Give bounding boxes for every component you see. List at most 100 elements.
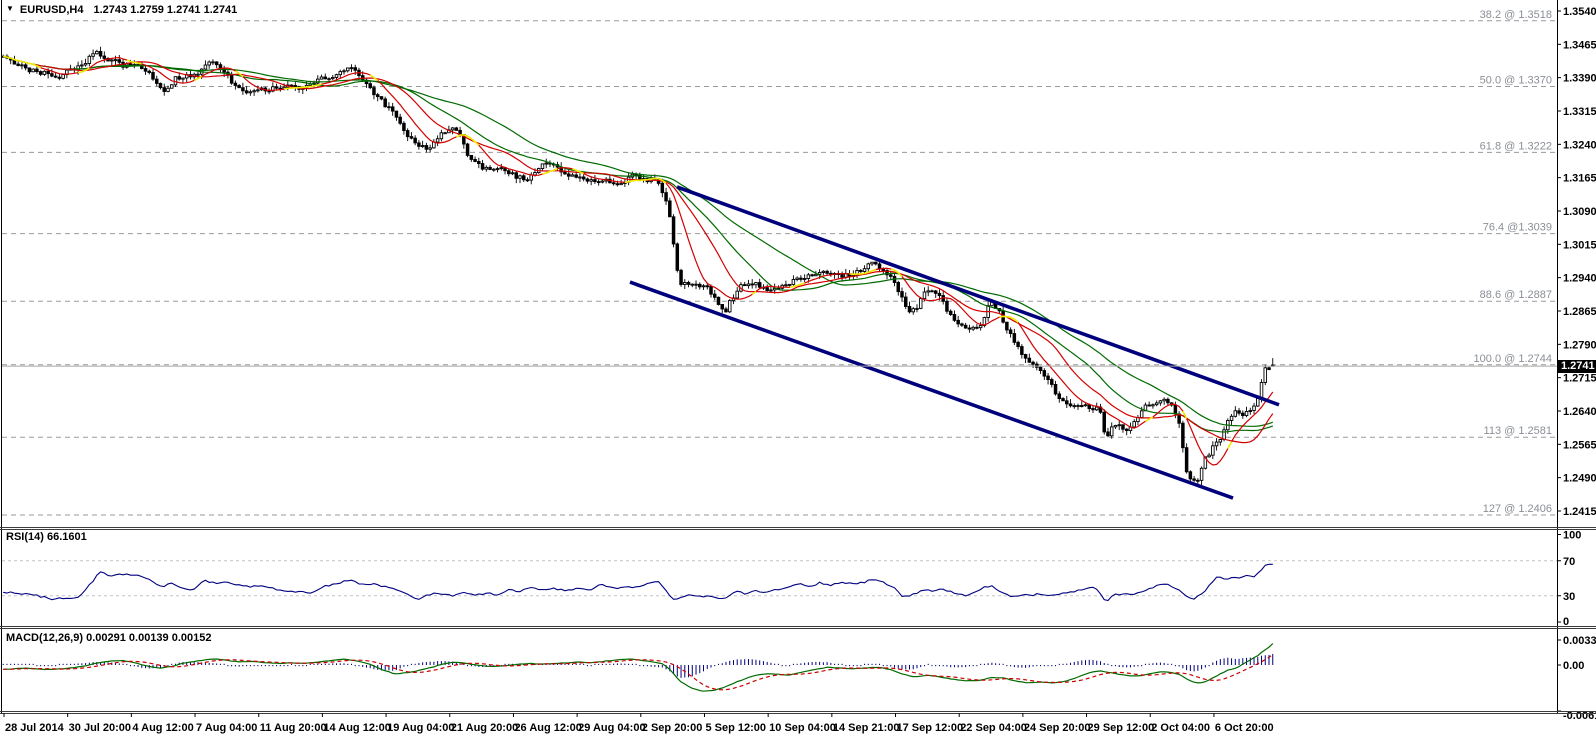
candle-body <box>671 216 676 245</box>
candle-body <box>724 308 728 313</box>
candle-body <box>570 174 575 177</box>
candle-body <box>769 289 773 292</box>
candle-body <box>334 74 339 78</box>
candle-body <box>933 290 938 294</box>
candle-body <box>795 277 799 280</box>
candle-body <box>1222 429 1226 440</box>
candle-body <box>615 183 620 186</box>
price-tick-label-0: 1.3540 <box>1563 6 1596 18</box>
candle-body <box>754 282 758 286</box>
candle-body <box>1256 397 1260 407</box>
candle-body <box>1139 410 1144 418</box>
candle-body <box>1046 375 1050 381</box>
candle-body <box>1087 404 1091 409</box>
candle-body <box>345 67 350 72</box>
candle-body <box>342 70 346 73</box>
candle-body <box>465 143 470 156</box>
fib-level-label-0: 38.2 @ 1.3518 <box>1480 9 1552 21</box>
candle-body <box>971 326 975 330</box>
candle-body <box>1094 406 1099 411</box>
candle-body <box>1020 346 1024 355</box>
candle-body <box>46 70 50 75</box>
candle-body <box>480 163 485 170</box>
candle-body <box>102 55 107 59</box>
candle-body <box>143 68 148 72</box>
symbol-timeframe-label: EURUSD,H4 <box>19 4 84 16</box>
candle-body <box>716 296 721 305</box>
candle-body <box>1109 426 1114 437</box>
candle-body <box>319 76 324 80</box>
candle-body <box>578 176 582 179</box>
candle-body <box>686 281 691 285</box>
candle-body <box>540 163 545 170</box>
time-axis[interactable]: 28 Jul 2014 30 Jul 20:00 4 Aug 12:00 7 Aug … <box>3 713 1274 734</box>
ma-green-2-line <box>3 55 1274 427</box>
candle-body <box>1113 425 1118 428</box>
candle-body <box>27 67 32 73</box>
candle-body <box>596 181 601 184</box>
candle-body <box>544 162 548 165</box>
channel-lower-line[interactable] <box>629 280 1234 500</box>
candle-body <box>1072 405 1077 408</box>
candle-body <box>1008 329 1013 335</box>
candle-body <box>574 174 578 178</box>
candle-body <box>1166 398 1170 404</box>
candle-body <box>1244 411 1249 417</box>
candle-body <box>244 90 249 94</box>
time-tick-label-6: 19 Aug 04:00 <box>387 722 454 734</box>
time-tick-label-12: 10 Sep 04:00 <box>769 722 836 734</box>
candle-body <box>353 67 357 71</box>
candle-body <box>870 261 874 265</box>
candle-body <box>293 85 298 88</box>
candle-body <box>1005 321 1009 331</box>
candle-body <box>963 324 968 329</box>
time-tick-label-19: 6 Oct 20:00 <box>1215 722 1274 734</box>
candle-body <box>1237 410 1241 414</box>
candle-body <box>1031 361 1035 365</box>
candle-body <box>1124 428 1129 432</box>
candle-body <box>589 179 593 182</box>
candle-body <box>147 70 152 73</box>
candle-body <box>660 182 665 194</box>
candle-body <box>787 283 792 286</box>
time-tick-label-17: 29 Sep 12:00 <box>1088 722 1155 734</box>
candle-body <box>945 300 949 312</box>
candle-body <box>402 122 406 132</box>
candle-body <box>390 106 395 112</box>
candle-body <box>1192 478 1196 481</box>
macd-main-line <box>3 643 1274 692</box>
main-plot-layer <box>1 46 1557 500</box>
candle-body <box>492 168 496 171</box>
time-tick-label-13: 14 Sep 21:00 <box>833 722 900 734</box>
current-price-tag: 1.2741 <box>1558 360 1596 373</box>
fib-level-label-5: 100.0 @ 1.2744 <box>1474 353 1552 365</box>
ma-yellow-segments <box>3 55 1233 450</box>
candle-body <box>1241 412 1245 417</box>
candle-body <box>488 166 492 170</box>
candle-body <box>791 279 796 285</box>
candle-body <box>742 284 747 287</box>
candle-body <box>930 290 934 293</box>
time-tick-label-14: 17 Sep 12:00 <box>897 722 964 734</box>
candle-body <box>473 158 477 162</box>
candle-body <box>233 82 238 86</box>
candle-body <box>435 138 440 143</box>
candle-body <box>885 270 889 276</box>
candle-body <box>274 86 279 89</box>
candle-body <box>900 291 904 298</box>
candle-body <box>237 85 241 89</box>
chart-title-bar: ▼ EURUSD,H4 1.2743 1.2759 1.2741 1.2741 <box>6 4 237 16</box>
channel-upper-line[interactable] <box>676 185 1280 407</box>
price-axis[interactable]: 1.3540 1.3465 1.3390 1.3315 1.3240 1.3165 1.30… <box>1 0 1596 713</box>
candle-body <box>241 87 245 92</box>
candle-body <box>31 68 35 73</box>
candle-body <box>911 308 915 313</box>
rsi-line <box>3 563 1273 602</box>
candle-body <box>495 168 500 171</box>
candle-body <box>713 293 717 298</box>
candle-body <box>1102 411 1106 433</box>
symbol-dropdown-icon[interactable]: ▼ <box>6 4 14 13</box>
fib-level-label-6: 113 @ 1.2581 <box>1484 425 1552 437</box>
candle-body <box>907 306 912 313</box>
